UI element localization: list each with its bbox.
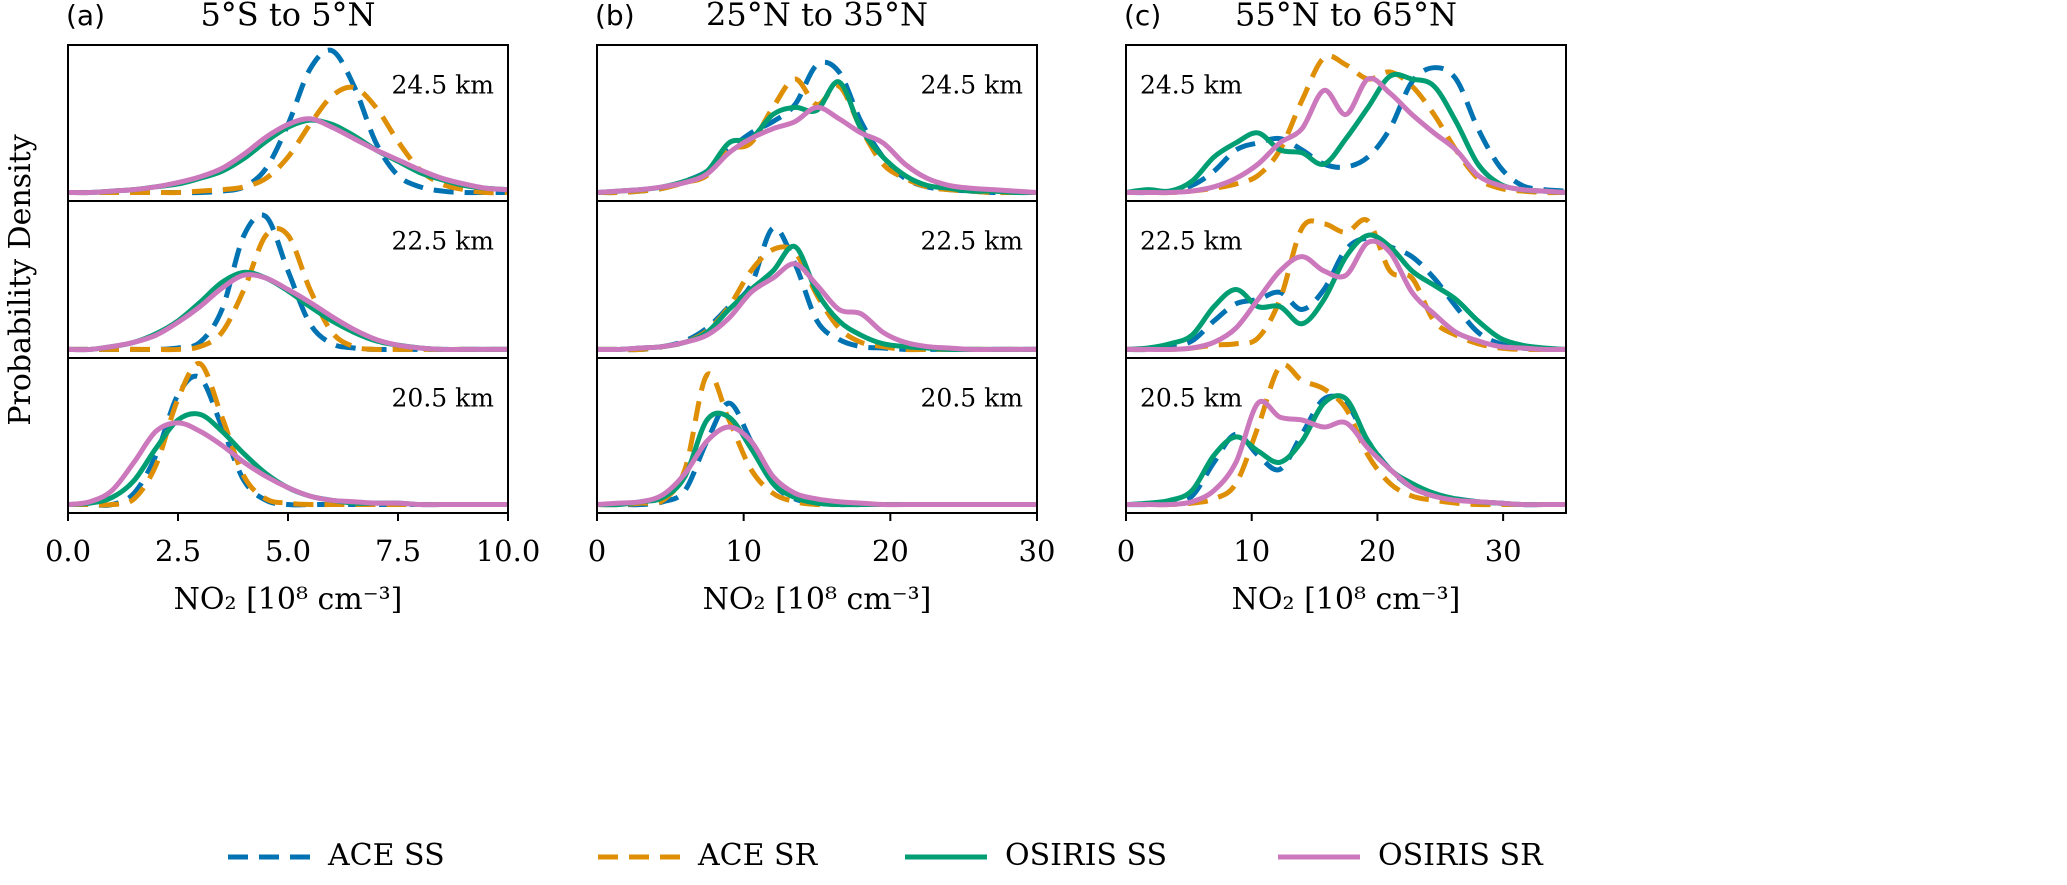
density-line [597,261,1037,353]
x-tick-label: 30 [1019,534,1056,568]
panel [597,59,1037,196]
y-axis-label: Probability Density [3,134,38,425]
altitude-label: 24.5 km [1140,71,1243,100]
panel [1126,53,1566,196]
panel-title: 25°N to 35°N [706,0,928,34]
panel [68,47,508,196]
panel-frame [1125,44,1567,202]
density-line [597,244,1037,353]
x-axis-label: NO₂ [10⁸ cm⁻³] [703,582,932,617]
density-line [1126,71,1566,195]
panel [597,371,1037,508]
x-tick-label: 0 [588,534,606,568]
x-axis-label: NO₂ [10⁸ cm⁻³] [1232,582,1461,617]
density-line [68,269,508,353]
density-line [1126,238,1566,353]
legend-label: OSIRIS SS [1005,838,1167,873]
density-line [1126,65,1566,196]
density-line [1126,232,1566,352]
x-tick-label: 30 [1485,534,1522,568]
panel-frame [67,200,509,359]
density-line [597,410,1037,508]
x-tick-label: 0.0 [45,534,91,568]
panel-title: 55°N to 65°N [1235,0,1457,34]
density-line [1126,75,1566,196]
altitude-label: 20.5 km [1140,384,1243,413]
legend-label: ACE SR [697,838,819,873]
density-line [597,104,1037,195]
density-line [68,373,508,508]
altitude-label: 22.5 km [392,227,495,256]
density-line [597,400,1037,508]
density-line [68,116,508,196]
panel-tag: (a) [66,0,105,32]
panel-tag: (b) [595,0,635,32]
altitude-label: 24.5 km [921,71,1024,100]
density-line [1126,235,1566,353]
panel [68,361,508,508]
density-line [1126,398,1566,508]
panel-frame [596,357,1038,514]
x-axis-label: NO₂ [10⁸ cm⁻³] [174,582,403,617]
altitude-label: 20.5 km [921,384,1024,413]
density-line [68,420,508,508]
x-tick-label: 20 [1359,534,1396,568]
panel [68,212,508,353]
x-tick-label: 5.0 [265,534,311,568]
x-tick-label: 7.5 [375,534,421,568]
panel [1126,217,1566,353]
panel-frame [596,200,1038,359]
x-tick-label: 0 [1117,534,1135,568]
panel-frame [596,44,1038,202]
x-tick-label: 10 [1233,534,1270,568]
panel [1126,362,1566,508]
x-tick-label: 10 [725,534,762,568]
panel-title: 5°S to 5°N [200,0,375,34]
density-line [68,84,508,196]
density-line [597,424,1037,508]
panel-tag: (c) [1124,0,1161,32]
x-tick-label: 20 [872,534,909,568]
altitude-label: 22.5 km [1140,227,1243,256]
altitude-label: 20.5 km [392,384,495,413]
legend-label: OSIRIS SR [1378,838,1544,873]
legend-label: ACE SS [327,838,445,873]
density-line [68,272,508,353]
x-tick-label: 2.5 [155,534,201,568]
x-tick-label: 10.0 [476,534,541,568]
density-line [1126,362,1566,508]
altitude-label: 24.5 km [392,71,495,100]
panel-frame [1125,357,1567,514]
altitude-label: 22.5 km [921,227,1024,256]
panel [597,225,1037,353]
